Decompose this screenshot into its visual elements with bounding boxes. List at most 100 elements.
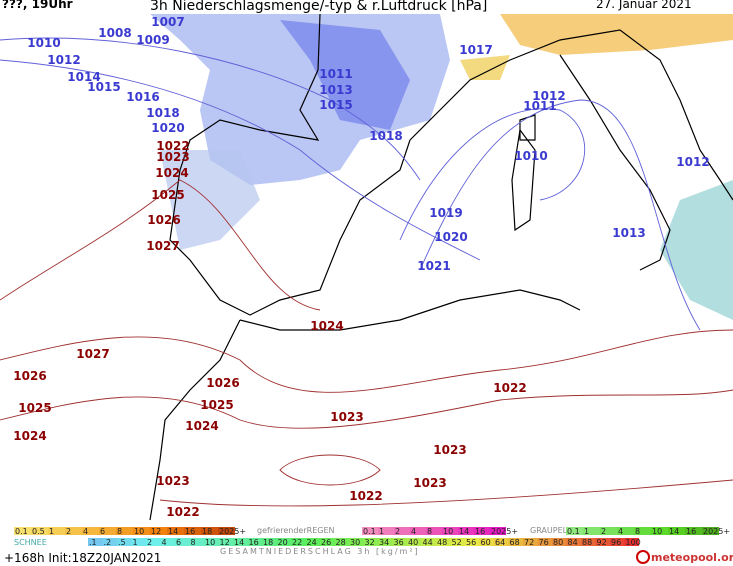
isobar-label: 1020 bbox=[434, 230, 467, 244]
legend-cell bbox=[490, 527, 506, 535]
isobar-label: 1010 bbox=[27, 36, 60, 50]
legend-value: 100 bbox=[626, 538, 641, 547]
isobar-label: 1024 bbox=[310, 319, 343, 333]
legend-cell bbox=[685, 527, 702, 535]
legend-value: 60 bbox=[481, 538, 491, 547]
legend-cell bbox=[88, 538, 103, 546]
snow-label: SCHNEE bbox=[14, 538, 47, 547]
legend-value: 10 bbox=[205, 538, 215, 547]
legend-value: .5 bbox=[118, 538, 126, 547]
isobar-label: 1022 bbox=[349, 489, 382, 503]
legend-cell bbox=[624, 538, 639, 546]
isobar-label: 1023 bbox=[433, 443, 466, 457]
legend-cell bbox=[82, 527, 99, 535]
legend-value: 68 bbox=[510, 538, 520, 547]
legend-value: 2025+ bbox=[491, 527, 518, 536]
legend-cell bbox=[465, 538, 480, 546]
legend-value: 10 bbox=[652, 527, 662, 536]
legend-value: 6 bbox=[100, 527, 105, 536]
legend-cell bbox=[218, 527, 235, 535]
legend-cell bbox=[410, 527, 426, 535]
legend-value: 26 bbox=[321, 538, 331, 547]
legend-value: 0.1 bbox=[15, 527, 28, 536]
legend-value: 2 bbox=[601, 527, 606, 536]
legend-value: 14 bbox=[459, 527, 469, 536]
legend-value: 6 bbox=[176, 538, 181, 547]
legend-cell bbox=[150, 527, 167, 535]
coastlines bbox=[149, 13, 733, 521]
legend-cell bbox=[320, 538, 335, 546]
isobar-label: 1013 bbox=[319, 83, 352, 97]
legend-cell bbox=[450, 538, 465, 546]
legend-value: 0.1 bbox=[567, 527, 580, 536]
legend-cell bbox=[167, 527, 184, 535]
isobar-label: 1015 bbox=[87, 80, 120, 94]
legend-cell bbox=[204, 538, 219, 546]
legend-value: 48 bbox=[437, 538, 447, 547]
legend-cell bbox=[566, 527, 583, 535]
legend-cell bbox=[494, 538, 509, 546]
legend-value: 76 bbox=[539, 538, 549, 547]
isobar-label: 1023 bbox=[156, 474, 189, 488]
legend-cell bbox=[668, 527, 685, 535]
graupel-label: GRAUPEL bbox=[530, 526, 568, 535]
legend-cell bbox=[581, 538, 596, 546]
legend-value: 2 bbox=[395, 527, 400, 536]
freezing-rain-label: gefrierenderREGEN bbox=[257, 526, 335, 535]
logo-icon bbox=[636, 550, 650, 564]
isobar-label: 1009 bbox=[136, 33, 169, 47]
isobar-label: 1026 bbox=[147, 213, 180, 227]
isobar-label: 1018 bbox=[146, 106, 179, 120]
precipitation bbox=[150, 14, 733, 320]
legend-cell bbox=[102, 538, 117, 546]
legend-value: 14 bbox=[168, 527, 178, 536]
isobar-label: 1021 bbox=[417, 259, 450, 273]
isobar-label: 1017 bbox=[459, 43, 492, 57]
legend-value: 16 bbox=[185, 527, 195, 536]
legend-cell bbox=[421, 538, 436, 546]
legend-cell bbox=[48, 527, 65, 535]
legend-value: 18 bbox=[202, 527, 212, 536]
legend-value: 12 bbox=[220, 538, 230, 547]
legend-value: 4 bbox=[162, 538, 167, 547]
legend-cell bbox=[117, 538, 132, 546]
isobar-label: 1012 bbox=[676, 155, 709, 169]
legend-cell bbox=[552, 538, 567, 546]
legend-cell bbox=[218, 538, 233, 546]
isobar-label: 1012 bbox=[47, 53, 80, 67]
legend-cell bbox=[610, 538, 625, 546]
legend-cell bbox=[479, 538, 494, 546]
legend-cell bbox=[508, 538, 523, 546]
legend-value: 1 bbox=[133, 538, 138, 547]
legend-cell bbox=[617, 527, 634, 535]
legend-cell bbox=[276, 538, 291, 546]
legend-value: 4 bbox=[83, 527, 88, 536]
legend-cell bbox=[65, 527, 82, 535]
isobar-label: 1015 bbox=[319, 98, 352, 112]
legend-value: 2025+ bbox=[219, 527, 246, 536]
legend-value: 0.5 bbox=[32, 527, 45, 536]
legend-value: 40 bbox=[408, 538, 418, 547]
legend-value: 10 bbox=[134, 527, 144, 536]
legend-cell bbox=[189, 538, 204, 546]
legend-value: 1 bbox=[49, 527, 54, 536]
isobar-label: 1025 bbox=[200, 398, 233, 412]
legend-cell bbox=[184, 527, 201, 535]
legend-value: 28 bbox=[336, 538, 346, 547]
legend-cell bbox=[133, 527, 150, 535]
isobars bbox=[0, 37, 733, 507]
isobar-label: 1027 bbox=[146, 239, 179, 253]
title: 3h Niederschlagsmenge/-typ & r.Luftdruck… bbox=[150, 0, 487, 14]
isobar-label: 1027 bbox=[76, 347, 109, 361]
legend-value: 24 bbox=[307, 538, 317, 547]
legend-value: 36 bbox=[394, 538, 404, 547]
legend-value: 16 bbox=[686, 527, 696, 536]
legend-value: 32 bbox=[365, 538, 375, 547]
legend-value: 80 bbox=[553, 538, 563, 547]
legend-cell bbox=[392, 538, 407, 546]
legend-value: 12 bbox=[151, 527, 161, 536]
isobar-label: 1010 bbox=[514, 149, 547, 163]
legend-cell bbox=[305, 538, 320, 546]
legend-value: .1 bbox=[89, 538, 97, 547]
